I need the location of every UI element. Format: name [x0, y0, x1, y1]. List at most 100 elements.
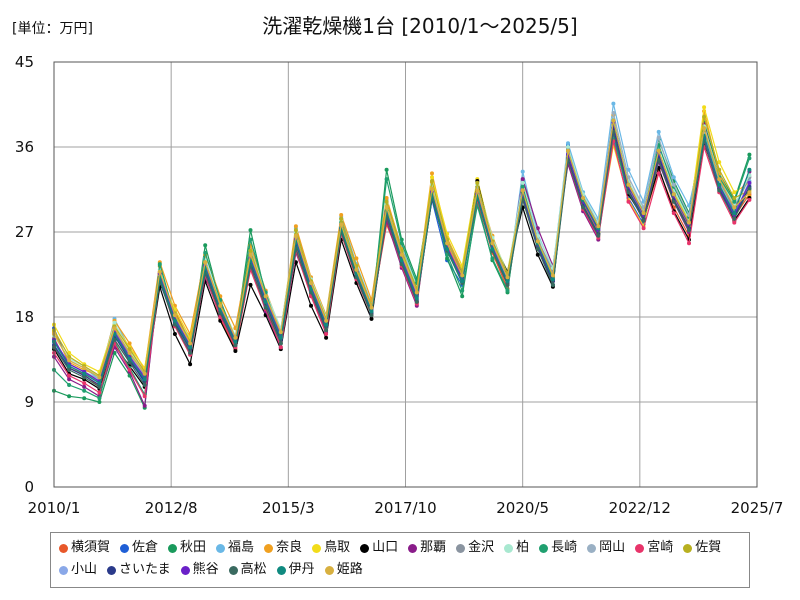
data-point	[535, 252, 540, 257]
legend-marker	[216, 543, 226, 553]
data-point	[354, 256, 359, 261]
legend-item: 高松	[228, 559, 267, 581]
data-point	[142, 394, 147, 399]
data-point	[626, 182, 631, 187]
x-tick-label: 2015/3	[262, 499, 315, 517]
data-point	[248, 252, 253, 257]
data-point	[747, 180, 752, 185]
data-point	[687, 220, 691, 225]
data-point	[717, 160, 722, 165]
data-point	[82, 375, 87, 380]
data-point	[596, 224, 601, 229]
data-point	[414, 290, 419, 295]
legend-item: 那覇	[408, 537, 446, 559]
data-point	[732, 216, 737, 221]
data-point	[732, 211, 737, 216]
data-point	[702, 105, 707, 110]
legend-label: 宮崎	[647, 540, 674, 555]
data-point	[460, 294, 465, 299]
data-point	[293, 224, 298, 229]
data-point	[445, 241, 450, 246]
data-point	[656, 148, 661, 153]
legend-marker	[635, 543, 645, 553]
legend-label: 岡山	[599, 540, 626, 555]
legend-item: 佐倉	[120, 537, 158, 559]
data-point	[414, 296, 419, 301]
data-point	[278, 341, 283, 346]
data-point	[157, 262, 162, 267]
data-point	[309, 303, 313, 308]
data-point	[702, 114, 707, 119]
data-point	[157, 269, 162, 274]
data-point	[747, 152, 752, 157]
data-point	[188, 362, 193, 367]
data-point	[747, 167, 752, 172]
series-姫路	[52, 118, 752, 380]
data-point	[611, 118, 616, 123]
legend-marker	[168, 543, 178, 553]
data-point	[641, 226, 646, 231]
legend-item: 姫路	[324, 559, 363, 581]
data-point	[626, 199, 631, 204]
data-point	[717, 188, 722, 193]
y-tick-label: 18	[15, 308, 34, 326]
axis-layer: 0 9 18 27 36 45 2010/1 2012/8 2015/3 2017/10 2020/…	[15, 53, 783, 517]
chart-title: 洗濯乾燥機1台 [2010/1～2025/5]	[262, 14, 578, 38]
data-point	[369, 305, 374, 310]
data-point	[747, 186, 752, 191]
data-point	[671, 211, 676, 216]
data-point	[82, 371, 87, 376]
data-point	[369, 309, 374, 314]
data-point	[611, 101, 616, 106]
data-point	[82, 384, 87, 389]
data-point	[505, 279, 510, 284]
data-point	[656, 129, 661, 134]
data-point	[475, 188, 480, 193]
data-point	[535, 247, 540, 251]
legend-label: 伊丹	[288, 562, 315, 577]
legend-marker	[120, 543, 130, 553]
data-point	[112, 326, 117, 331]
data-point	[339, 213, 344, 217]
legend-label: 姫路	[336, 562, 363, 577]
data-point	[414, 299, 419, 304]
legend-item: 横須賀	[59, 537, 110, 559]
legend-label: 鳥取	[324, 540, 351, 555]
unit-label: [単位：万円]	[12, 21, 93, 37]
data-point	[460, 279, 465, 284]
x-tick-label: 2025/7	[731, 499, 784, 517]
data-point	[717, 182, 722, 187]
plot-area-border	[53, 61, 758, 488]
data-point	[550, 282, 555, 287]
data-point	[626, 190, 631, 195]
data-point	[218, 303, 223, 308]
data-point	[747, 156, 752, 161]
legend-label: 熊谷	[192, 562, 219, 577]
data-point	[82, 366, 87, 370]
legend-label: さいたま	[119, 562, 171, 577]
data-point	[67, 394, 72, 399]
data-point	[339, 216, 344, 221]
legend-marker	[59, 543, 68, 553]
data-point	[581, 196, 586, 200]
data-point	[263, 299, 268, 304]
data-point	[520, 188, 525, 193]
data-point	[369, 316, 374, 321]
y-tick-label: 45	[15, 53, 34, 71]
legend-item: 鳥取	[312, 537, 350, 559]
data-point	[490, 241, 495, 246]
data-point	[384, 199, 389, 204]
data-point	[384, 177, 389, 182]
data-point	[520, 184, 525, 189]
y-tick-label: 27	[15, 223, 34, 241]
legend-marker	[324, 565, 334, 575]
data-point	[67, 364, 72, 369]
legend-label: 柏	[516, 540, 530, 555]
data-point	[142, 371, 147, 376]
legend-marker	[312, 543, 322, 553]
data-point	[490, 256, 495, 261]
data-point	[656, 158, 661, 163]
legend-item: 岡山	[587, 537, 625, 559]
data-point	[97, 390, 102, 395]
x-tick-label: 2010/1	[28, 499, 81, 517]
